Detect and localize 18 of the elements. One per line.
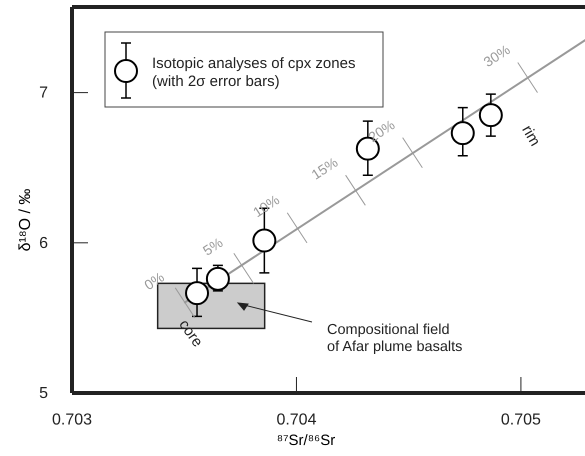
y-axis-title: δ¹⁸O / ‰ bbox=[17, 188, 34, 252]
y-tick-label: 7 bbox=[39, 84, 48, 102]
x-tick-label: 0.703 bbox=[52, 411, 92, 428]
annotation: 5% bbox=[200, 234, 226, 259]
y-tick-label: 6 bbox=[39, 234, 48, 252]
point bbox=[206, 266, 230, 291]
annotation: 20% bbox=[365, 116, 398, 146]
annotation: rim bbox=[518, 122, 544, 150]
legend-label: Isotopic analyses of cpx zones (with 2σ error bars) bbox=[152, 55, 356, 90]
y-tick-label: 5 bbox=[39, 385, 48, 402]
annotation: 10% bbox=[250, 191, 282, 220]
x-tick-label: 0.705 bbox=[500, 411, 542, 428]
annotation: 15% bbox=[308, 154, 341, 183]
x-axis-title: ⁸⁷Sr/⁸⁶Sr bbox=[276, 432, 336, 449]
x-tick-label: 0.704 bbox=[276, 411, 317, 428]
annotation: 0% bbox=[141, 268, 167, 294]
annotation: Compositional field of Afar plume basalts bbox=[327, 322, 462, 355]
annotation: 30% bbox=[480, 41, 513, 70]
